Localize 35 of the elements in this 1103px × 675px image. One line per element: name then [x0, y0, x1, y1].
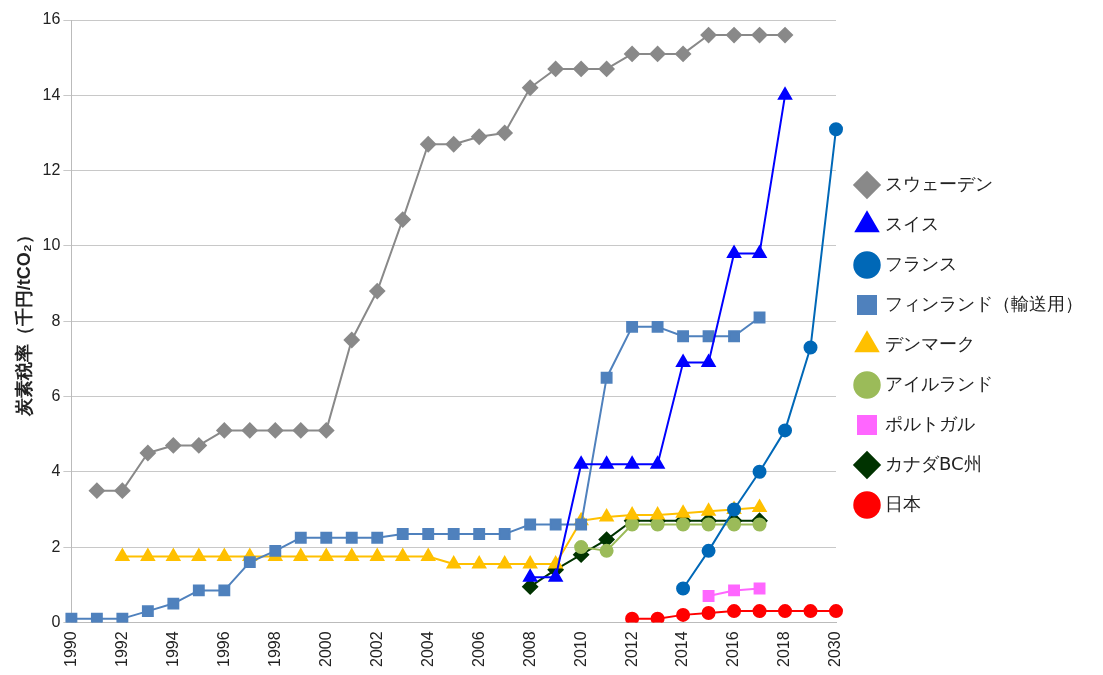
y-tick-label: 0 [51, 612, 61, 630]
legend-label: カナダBC州 [885, 452, 982, 474]
x-tick-label: 2012 [622, 631, 640, 667]
x-tick-label: 2014 [673, 631, 691, 667]
x-tick-label: 1992 [112, 631, 130, 667]
x-tick-label: 2004 [418, 631, 436, 667]
legend-label: デンマーク [885, 332, 975, 354]
x-tick-label: 2010 [571, 631, 589, 667]
x-tick-label: 2018 [775, 631, 793, 667]
x-tick-label: 2002 [367, 631, 385, 667]
legend-label: スイス [885, 212, 939, 234]
y-axis-title: 炭素税率（千円/tCO₂） [13, 226, 34, 418]
legend-label: 日本 [885, 492, 921, 514]
y-tick-label: 8 [51, 311, 61, 329]
x-tick-label: 1998 [265, 631, 283, 667]
x-tick-label: 2000 [316, 631, 334, 667]
legend-label: スウェーデン [885, 172, 993, 194]
y-tick-label: 10 [42, 236, 61, 254]
y-tick-label: 12 [42, 161, 61, 179]
legend-label: アイルランド [885, 372, 993, 394]
x-tick-label: 1994 [163, 631, 181, 667]
y-tick-label: 14 [42, 85, 61, 103]
x-tick-label: 2008 [520, 631, 538, 667]
x-tick-label: 1996 [214, 631, 232, 667]
y-tick-label: 16 [42, 10, 61, 28]
legend-label: ポルトガル [885, 412, 975, 434]
y-tick-label: 4 [51, 462, 61, 480]
y-tick-label: 6 [51, 386, 61, 404]
x-tick-label: 2030 [826, 631, 844, 667]
legend-label: フィンランド（輸送用） [885, 292, 1083, 314]
legend-label: フランス [885, 252, 957, 274]
x-tick-label: 2016 [724, 631, 742, 667]
x-tick-label: 1990 [61, 631, 79, 667]
y-tick-label: 2 [51, 537, 61, 555]
x-tick-label: 2006 [469, 631, 487, 667]
